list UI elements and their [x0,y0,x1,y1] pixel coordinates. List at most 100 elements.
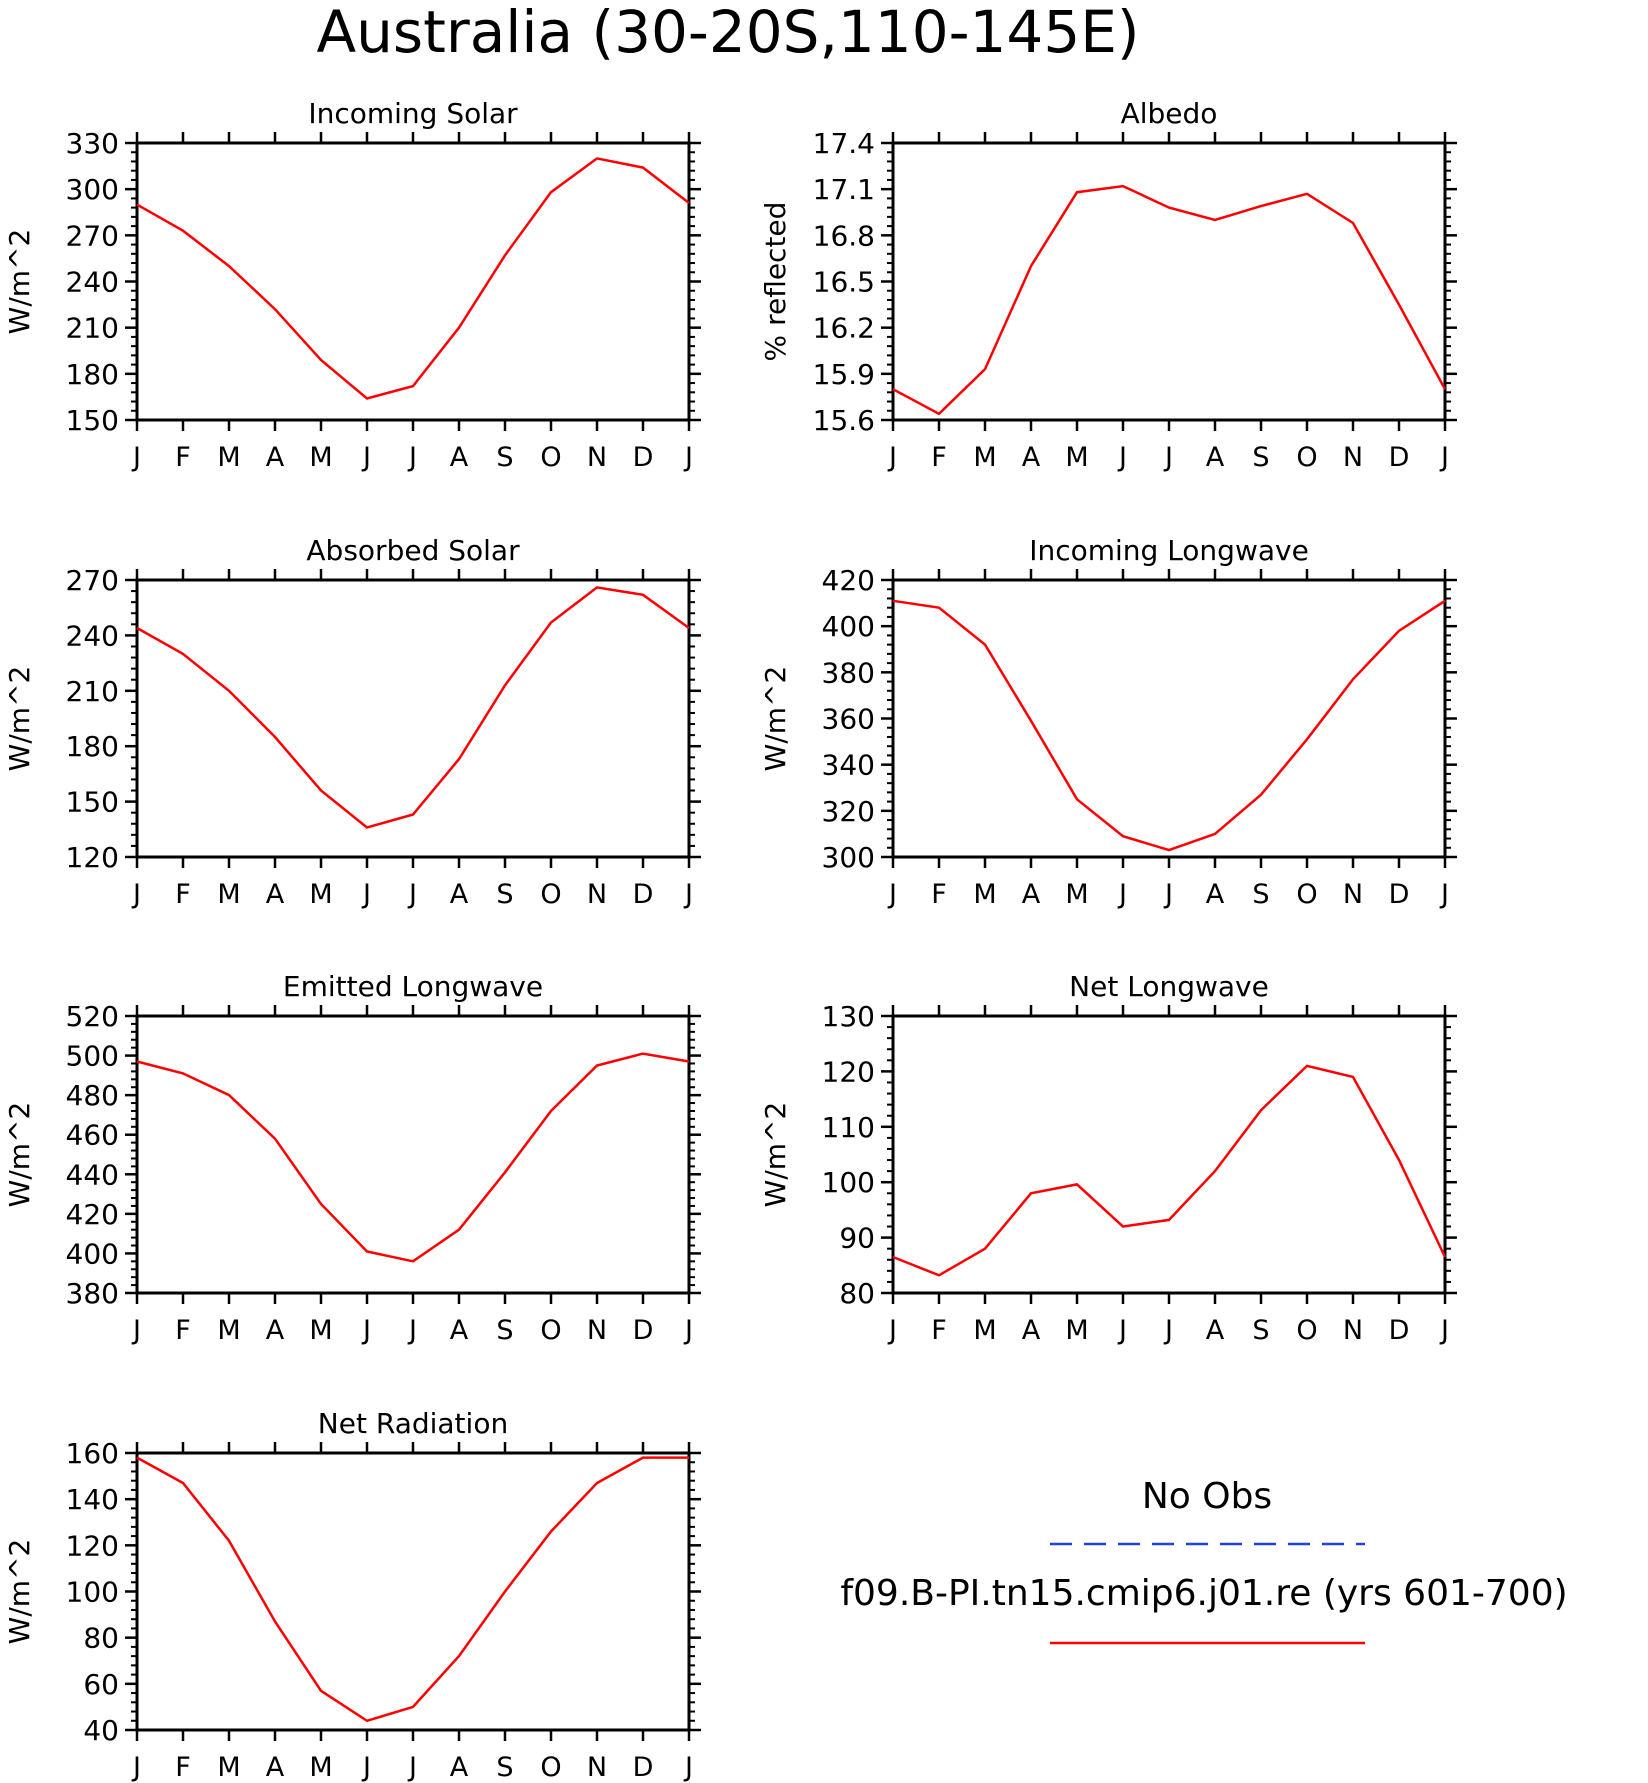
plot-frame [891,578,1447,859]
x-tick-label: M [309,442,332,473]
y-tick-label: 380 [66,1277,119,1310]
x-tick-label: J [361,879,371,910]
x-tick-label: F [175,1315,191,1346]
x-tick-label: J [131,1752,141,1783]
y-tick-label: 120 [66,841,119,874]
y-tick-label: 320 [822,795,875,828]
y-tick-label: 240 [66,619,119,652]
x-tick-label: J [683,1752,693,1783]
panel-title: Net Radiation [318,1407,508,1440]
y-tick-label: 140 [66,1483,119,1516]
x-tick-label: M [973,442,996,473]
x-tick-label: A [1206,442,1225,473]
x-tick-label: J [1439,442,1449,473]
x-tick-label: M [217,442,240,473]
y-tick-label: 17.4 [813,127,875,160]
x-tick-label: J [131,1315,141,1346]
x-tick-label: O [1296,1315,1317,1346]
y-axis-label: W/m^2 [759,666,792,772]
y-tick-label: 440 [66,1158,119,1191]
y-tick-label: 210 [66,312,119,345]
x-tick-label: A [1206,879,1225,910]
series-line-1 [136,1456,689,1723]
y-axis-label: W/m^2 [759,1102,792,1208]
x-tick-label: J [1117,1315,1127,1346]
x-tick-label: A [266,1752,285,1783]
x-tick-label: S [496,879,513,910]
x-tick-label: J [1117,879,1127,910]
y-tick-label: 270 [66,219,119,252]
x-tick-label: F [175,442,191,473]
x-tick-label: J [1163,442,1173,473]
x-tick-label: O [1296,879,1317,910]
x-tick-label: J [407,442,417,473]
y-tick-label: 380 [822,656,875,689]
x-tick-label: J [683,442,693,473]
panel-title: Incoming Solar [308,97,518,130]
x-tick-label: M [309,1752,332,1783]
y-tick-label: 16.5 [813,266,875,299]
panel-title: Incoming Longwave [1029,534,1309,567]
y-tick-label: 520 [66,1000,119,1033]
x-tick-label: O [540,1752,561,1783]
panel-title: Emitted Longwave [283,970,543,1003]
y-tick-label: 340 [822,749,875,782]
x-tick-label: A [1206,1315,1225,1346]
y-tick-label: 400 [822,610,875,643]
x-tick-label: J [1439,879,1449,910]
x-tick-label: J [361,442,371,473]
figure-title: Australia (30-20S,110-145E) [316,0,1139,66]
y-tick-label: 120 [66,1529,119,1562]
y-axis-label: W/m^2 [3,1539,36,1645]
y-tick-label: 460 [66,1119,119,1152]
x-tick-label: N [587,1752,607,1783]
x-tick-label: M [309,879,332,910]
x-tick-label: F [931,1315,947,1346]
series-line-1 [892,599,1446,852]
y-tick-label: 420 [822,564,875,597]
y-tick-label: 60 [83,1668,119,1701]
x-tick-label: M [217,1315,240,1346]
x-tick-label: J [1163,1315,1173,1346]
x-tick-label: J [407,1752,417,1783]
chart-panel-1: J F M A M J J A S O N D J150180210240270300330Incomi… [3,97,701,473]
x-tick-label: J [1117,442,1127,473]
x-tick-label: J [407,879,417,910]
x-tick-label: A [450,1315,469,1346]
y-tick-label: 16.2 [813,312,875,345]
x-tick-label: M [217,879,240,910]
series-line-1 [892,184,1447,416]
legend-entry-model-label: f09.B-PI.tn15.cmip6.j01.re (yrs 601-700) [840,1573,1567,1614]
x-tick-label: F [175,879,191,910]
x-tick-label: A [1022,879,1041,910]
panel-title: Absorbed Solar [306,534,520,567]
chart-panels: J F M A M J J A S O N D J150180210240270300330Incomi… [3,97,1457,1783]
x-tick-label: J [361,1752,371,1783]
x-tick-label: M [1065,1315,1088,1346]
y-tick-label: 110 [822,1111,875,1144]
y-tick-label: 500 [66,1040,119,1073]
x-tick-label: S [1252,879,1269,910]
x-tick-label: F [931,442,947,473]
chart-panel-5: J F M A M J J A S O N D J380400420440460480500520Emi… [3,970,701,1346]
x-tick-label: O [540,442,561,473]
x-tick-label: A [450,879,469,910]
y-tick-label: 270 [66,564,119,597]
x-tick-label: D [1389,879,1410,910]
x-tick-label: D [633,442,654,473]
y-tick-label: 100 [822,1166,875,1199]
x-tick-label: S [1252,1315,1269,1346]
y-tick-label: 300 [66,173,119,206]
x-tick-label: J [131,879,141,910]
y-tick-label: 180 [66,730,119,763]
plot-frame [135,1451,691,1732]
x-tick-label: J [361,1315,371,1346]
y-tick-label: 150 [66,786,119,819]
x-tick-label: N [1343,442,1363,473]
x-tick-label: S [496,1752,513,1783]
y-tick-label: 210 [66,675,119,708]
y-tick-label: 160 [66,1437,119,1470]
legend: No Obs f09.B-PI.tn15.cmip6.j01.re (yrs 6… [840,1476,1568,1645]
